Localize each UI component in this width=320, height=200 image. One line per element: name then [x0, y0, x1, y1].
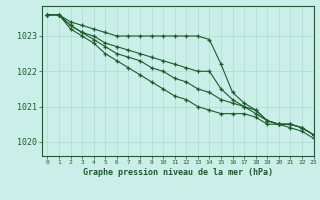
X-axis label: Graphe pression niveau de la mer (hPa): Graphe pression niveau de la mer (hPa) — [83, 168, 273, 177]
